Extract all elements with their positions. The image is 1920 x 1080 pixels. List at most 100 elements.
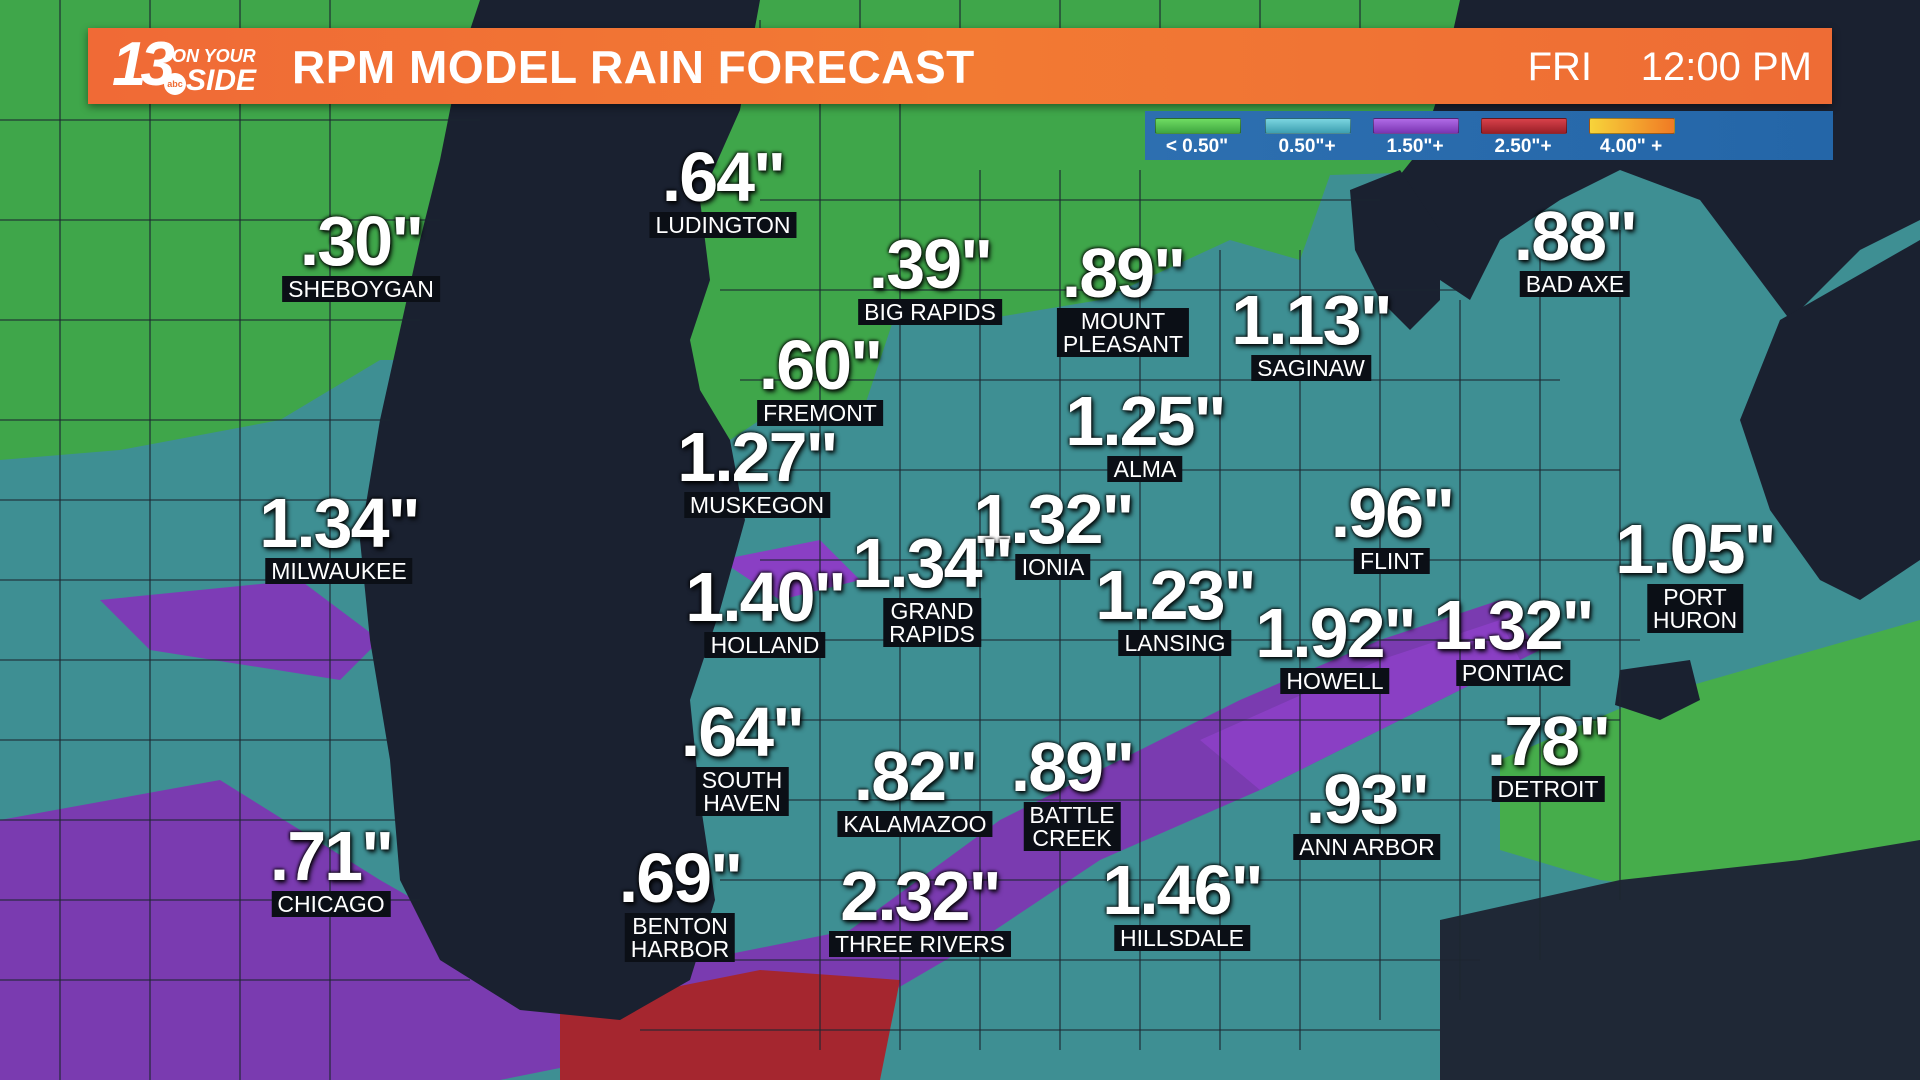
city-south-haven: .64" SOUTH HAVEN	[680, 693, 805, 816]
city-mount-pleasant: .89" MOUNT PLEASANT	[1056, 234, 1190, 357]
city-name: FREMONT	[757, 400, 883, 426]
rainfall-legend: < 0.50" 0.50"+ 1.50"+ 2.50"+ 4.00" +	[1145, 111, 1833, 160]
forecast-header-bar: 13 ON YOUR SIDE abc RPM MODEL RAIN FOREC…	[88, 28, 1832, 104]
city-sheboygan: .30" SHEBOYGAN	[282, 202, 440, 302]
legend-label: 2.50"+	[1494, 136, 1552, 157]
legend-swatch	[1265, 118, 1351, 134]
city-name: BATTLE CREEK	[1023, 802, 1121, 851]
rain-amount: .39"	[868, 225, 993, 303]
legend-item-150-plus: 1.50"+	[1363, 116, 1463, 158]
city-name: FLINT	[1354, 548, 1430, 574]
abc-network-icon: abc	[164, 73, 186, 95]
rain-amount: 1.34"	[852, 524, 1013, 602]
city-ludington: .64" LUDINGTON	[649, 142, 797, 238]
rain-amount: .93"	[1305, 760, 1431, 838]
logo-channel-number: 13	[112, 30, 175, 99]
rain-amount: .89"	[1010, 728, 1135, 806]
rain-amount: .71"	[269, 817, 394, 895]
city-milwaukee: 1.34" MILWAUKEE	[259, 488, 421, 584]
city-name: ALMA	[1107, 456, 1183, 482]
rain-amount: 1.05"	[1615, 510, 1776, 588]
rain-amount: .78"	[1486, 702, 1611, 780]
lake-michigan	[360, 0, 760, 1020]
logo-tagline-bottom: SIDE	[186, 64, 257, 97]
legend-item-250-plus: 2.50"+	[1471, 116, 1571, 158]
lake-st-clair	[1615, 660, 1700, 720]
station-logo: 13 ON YOUR SIDE abc	[112, 30, 262, 99]
rain-amount: 1.92"	[1255, 594, 1416, 672]
purple-band-mi	[720, 540, 860, 600]
rain-amount: 2.32"	[840, 857, 1001, 935]
rain-amount: .82"	[853, 737, 979, 815]
city-name: HOLLAND	[704, 632, 826, 658]
purple-band-southwest	[0, 600, 1540, 1080]
rain-amount: 1.23"	[1095, 556, 1256, 634]
rain-amount: 1.40"	[685, 558, 846, 636]
legend-label: 4.00" +	[1599, 136, 1663, 157]
city-name: THREE RIVERS	[829, 931, 1011, 957]
city-name: DETROIT	[1491, 776, 1605, 802]
rain-amount: .88"	[1513, 197, 1638, 275]
logo-tagline-top: ON YOUR	[172, 46, 256, 66]
city-kalamazoo: .82" KALAMAZOO	[837, 737, 993, 837]
city-big-rapids: .39" BIG RAPIDS	[858, 225, 1002, 325]
legend-label: < 0.50"	[1165, 136, 1229, 157]
rain-amount: 1.46"	[1102, 851, 1263, 929]
city-name: BIG RAPIDS	[858, 299, 1002, 325]
city-name: IONIA	[1015, 554, 1091, 580]
legend-item-050-plus: 0.50"+	[1255, 116, 1355, 158]
city-name: MOUNT PLEASANT	[1056, 308, 1190, 357]
city-name: BENTON HARBOR	[624, 913, 736, 962]
legend-swatch	[1589, 118, 1675, 134]
forecast-time: 12:00 PM	[1640, 45, 1812, 89]
city-name: LUDINGTON	[649, 212, 797, 238]
city-alma: 1.25" ALMA	[1065, 386, 1227, 482]
rain-amount: 1.32"	[973, 480, 1134, 558]
city-muskegon: 1.27" MUSKEGON	[677, 418, 839, 518]
purple-band-east	[1200, 620, 1520, 790]
rain-amount: .89"	[1061, 234, 1187, 312]
city-flint: .96" FLINT	[1330, 474, 1455, 574]
legend-label: 0.50"+	[1278, 136, 1336, 157]
city-holland: 1.40" HOLLAND	[685, 558, 847, 658]
city-name: SHEBOYGAN	[282, 276, 440, 302]
city-name: ANN ARBOR	[1293, 834, 1441, 860]
legend-swatch	[1155, 118, 1241, 134]
legend-item-under-050: < 0.50"	[1145, 116, 1245, 158]
city-name: MUSKEGON	[683, 492, 831, 518]
city-name: SAGINAW	[1251, 355, 1371, 381]
rain-amount: .96"	[1330, 474, 1455, 552]
city-name: KALAMAZOO	[837, 811, 993, 837]
lake-huron-lower	[1740, 240, 1920, 600]
rain-amount: 1.27"	[677, 418, 838, 496]
city-benton-harbor: .69" BENTON HARBOR	[618, 839, 743, 962]
lake-erie	[1440, 840, 1920, 1080]
city-ann-arbor: .93" ANN ARBOR	[1293, 760, 1441, 860]
rain-amount: 1.13"	[1231, 281, 1392, 359]
city-name: HILLSDALE	[1113, 925, 1250, 951]
legend-item-400-plus: 4.00" +	[1579, 116, 1679, 158]
city-grand-rapids: 1.34" GRAND RAPIDS	[852, 524, 1014, 647]
city-name: BAD AXE	[1519, 271, 1631, 297]
rain-amount: .30"	[299, 202, 424, 280]
city-howell: 1.92" HOWELL	[1255, 594, 1417, 694]
city-three-rivers: 2.32" THREE RIVERS	[829, 857, 1011, 957]
green-rain-east	[1500, 620, 1920, 900]
legend-label: 1.50"+	[1386, 136, 1444, 157]
city-port-huron: 1.05" PORT HURON	[1615, 510, 1777, 633]
city-name: MILWAUKEE	[265, 558, 413, 584]
city-name: LANSING	[1118, 630, 1232, 656]
city-hillsdale: 1.46" HILLSDALE	[1102, 851, 1264, 951]
city-name: SOUTH HAVEN	[695, 767, 789, 816]
legend-swatch	[1373, 118, 1459, 134]
city-name: GRAND RAPIDS	[883, 598, 981, 647]
city-name: PONTIAC	[1455, 660, 1571, 686]
city-name: HOWELL	[1280, 668, 1390, 694]
city-pontiac: 1.32" PONTIAC	[1433, 590, 1595, 686]
rain-amount: .69"	[618, 839, 743, 917]
city-detroit: .78" DETROIT	[1486, 702, 1611, 802]
city-saginaw: 1.13" SAGINAW	[1231, 281, 1393, 381]
city-fremont: .60" FREMONT	[757, 326, 883, 426]
rain-amount: .64"	[680, 693, 805, 771]
rain-amount: .60"	[758, 326, 883, 404]
